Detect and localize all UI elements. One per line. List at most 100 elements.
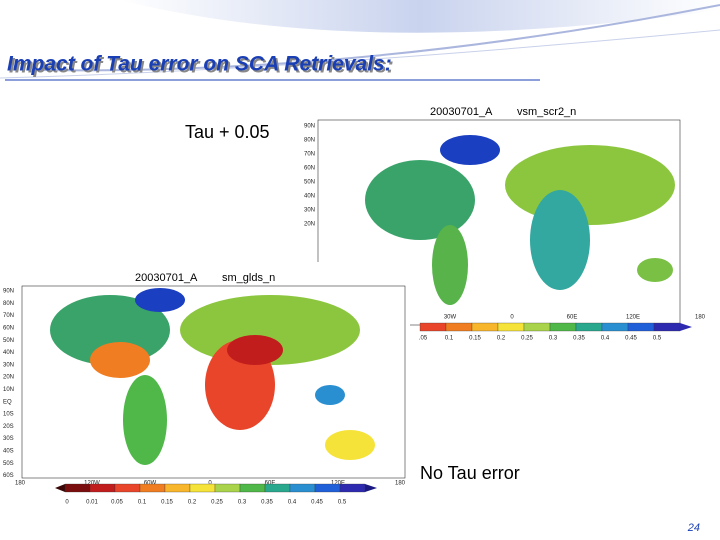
colorbar-arrow [55, 484, 65, 492]
colorbar-label: 0.15 [469, 336, 481, 342]
y-tick-label: 40N [3, 350, 14, 356]
y-tick-label: 90N [3, 289, 14, 295]
colorbar-label: 0.35 [573, 336, 585, 342]
colorbar-swatch [214, 483, 241, 493]
colorbar-label: 0.05 [111, 500, 123, 506]
colorbar-swatch [445, 322, 473, 332]
colorbar-label: 0.5 [653, 336, 662, 342]
y-tick-label: 50S [3, 461, 14, 467]
land [123, 375, 167, 465]
colorbar-swatch [419, 322, 447, 332]
y-tick-label: 80N [304, 138, 315, 144]
y-tick-label: 10N [3, 387, 14, 393]
x-tick-label: 0 [208, 481, 212, 487]
colorbar-label: 0.01 [86, 500, 98, 506]
title: Impact of Tau error on SCA Retrievals: [7, 53, 392, 76]
colorbar-swatch [139, 483, 166, 493]
x-tick-label: 120W [84, 481, 100, 487]
y-tick-label: 60S [3, 473, 14, 479]
colorbar-swatch [239, 483, 266, 493]
x-tick-label: 60E [567, 315, 578, 321]
y-tick-label: EQ [3, 399, 12, 405]
header-swoosh [120, 0, 720, 33]
y-tick-label: 30S [3, 436, 14, 442]
colorbar-swatch [339, 483, 366, 493]
label-bottom: No Tau error [420, 463, 520, 483]
colorbar-swatch [264, 483, 291, 493]
colorbar-swatch [653, 322, 681, 332]
y-tick-label: 50N [304, 180, 315, 186]
colorbar-swatch [575, 322, 603, 332]
land [90, 342, 150, 378]
colorbar-swatch [627, 322, 655, 332]
colorbar-label: .05 [419, 336, 428, 342]
colorbar-label: 0 [65, 500, 69, 506]
land [637, 258, 673, 282]
land [315, 385, 345, 405]
land [440, 135, 500, 165]
y-tick-label: 20N [304, 222, 315, 228]
land [505, 145, 675, 225]
colorbar-swatch [497, 322, 525, 332]
colorbar-swatch [549, 322, 577, 332]
colorbar-label: 0.25 [521, 336, 533, 342]
colorbar-label: 0.45 [311, 500, 323, 506]
x-tick-label: 120E [626, 315, 640, 321]
colorbar-arrow [365, 484, 377, 492]
colorbar-label: 0.1 [138, 500, 147, 506]
land [227, 335, 283, 365]
x-tick-label: 180 [695, 315, 706, 321]
colorbar-label: 0.3 [238, 500, 247, 506]
x-tick-label: 60W [144, 481, 157, 487]
colorbar-label: 0.35 [261, 500, 273, 506]
y-tick-label: 80N [3, 301, 14, 307]
land [365, 160, 475, 240]
header-line [39, 4, 720, 72]
title-shadow: Impact of Tau error on SCA Retrievals: [9, 55, 394, 78]
colorbar-label: 0.3 [549, 336, 558, 342]
y-tick-label: 30N [304, 208, 315, 214]
y-tick-label: 70N [304, 152, 315, 158]
colorbar-label: 0.25 [211, 500, 223, 506]
colorbar-arrow [680, 323, 692, 331]
colorbar-swatch [64, 483, 91, 493]
colorbar-swatch [601, 322, 629, 332]
y-tick-label: 60N [3, 325, 14, 331]
y-tick-label: 20N [3, 375, 14, 381]
y-tick-label: 10S [3, 412, 14, 418]
colorbar-swatch [114, 483, 141, 493]
y-tick-label: 70N [3, 313, 14, 319]
land [530, 190, 590, 290]
colorbar-swatch [314, 483, 341, 493]
map-variable: sm_glds_n [222, 272, 275, 284]
y-tick-label: 30N [3, 362, 14, 368]
colorbar-swatch [289, 483, 316, 493]
map-date: 20030701_A [135, 272, 198, 284]
y-tick-label: 50N [3, 338, 14, 344]
x-tick-label: 0 [510, 315, 514, 321]
x-tick-label: 120E [331, 481, 345, 487]
colorbar-label: 0.5 [338, 500, 347, 506]
colorbar-label: 0.15 [161, 500, 173, 506]
map-bottom: 20030701_A sm_glds_n 90N 80N 70N 60N 50N 40N 30N… [0, 262, 410, 512]
colorbar-label: 0.4 [288, 500, 297, 506]
colorbar-swatch [471, 322, 499, 332]
colorbar-swatch [89, 483, 116, 493]
x-tick-label: 180 [395, 481, 406, 487]
y-tick-label: 20S [3, 424, 14, 430]
y-tick-label: 90N [304, 124, 315, 130]
x-tick-label: 180 [15, 481, 26, 487]
x-tick-label: 30W [444, 315, 457, 321]
colorbar-swatch [189, 483, 216, 493]
colorbar-label: 0.45 [625, 336, 637, 342]
colorbar-swatch [164, 483, 191, 493]
y-tick-label: 60N [304, 166, 315, 172]
map-date: 20030701_A [430, 106, 493, 118]
colorbar-label: 0.2 [188, 500, 197, 506]
colorbar-label: 0.2 [497, 336, 506, 342]
colorbar-label: 0.4 [601, 336, 610, 342]
map-variable: vsm_scr2_n [517, 106, 576, 118]
colorbar-swatch [523, 322, 551, 332]
land [432, 225, 468, 305]
